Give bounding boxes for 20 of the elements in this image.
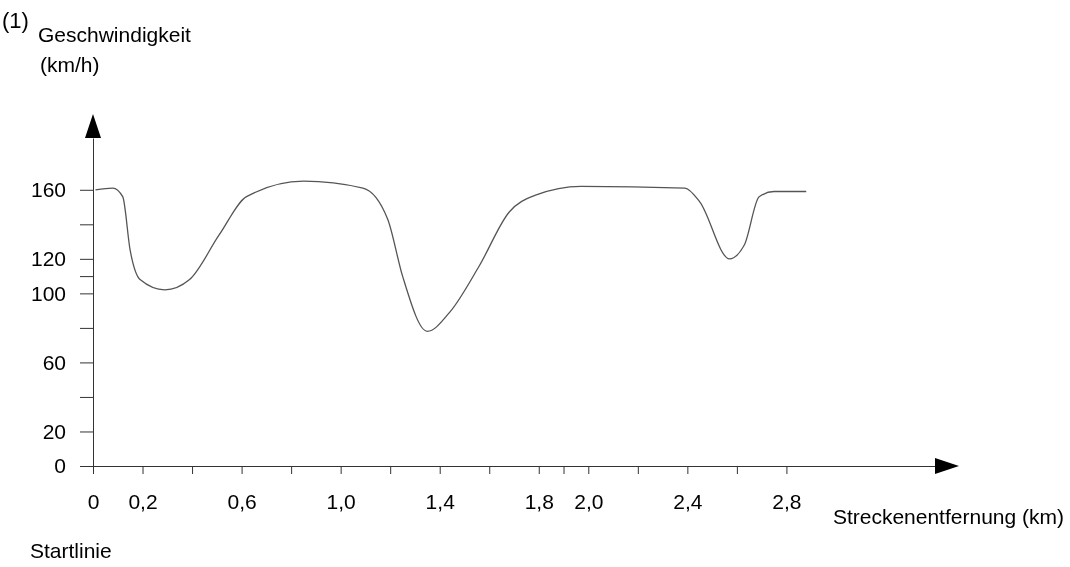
y-tick-label: 0 [54,454,66,478]
x-tick-label: 0 [87,489,100,513]
x-tick-label: 1,0 [326,489,356,513]
line-series [94,180,807,332]
x-tick-label: 0,6 [227,489,257,513]
x-tick-label: 2,0 [574,489,604,513]
y-tick-label: 60 [42,350,66,374]
x-axis-title: Streckenentfernung (km) [832,505,1064,528]
y-tick-label: 20 [42,419,66,443]
y-tick-label: 160 [30,178,66,202]
y-tick-label: 120 [30,247,66,271]
x-tick-label: 1,4 [425,489,456,513]
chart-title: (1) [2,8,29,33]
y-tick-label: 100 [30,281,66,305]
x-tick-label: 1,8 [524,489,554,513]
x-tick-label: 0,2 [128,489,158,513]
x-tick-label: 2,4 [673,489,703,513]
y-axis-title: Geschwindigkeit (km/h) [38,23,192,76]
text: Startlinie [30,539,112,562]
x-tick-label: 2,8 [772,489,802,513]
